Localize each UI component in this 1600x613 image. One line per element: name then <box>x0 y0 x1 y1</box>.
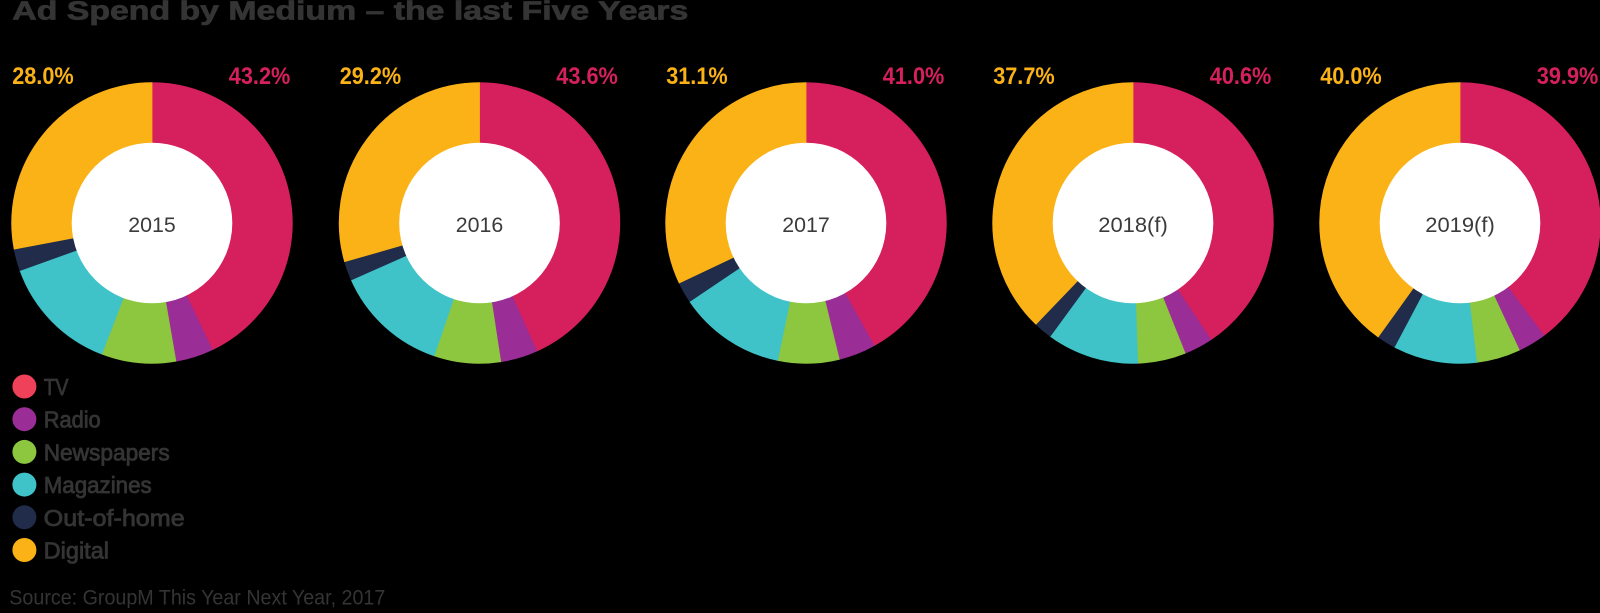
svg-text:37.7%: 37.7% <box>993 64 1054 90</box>
svg-text:39.9%: 39.9% <box>1537 64 1599 90</box>
svg-text:28.0%: 28.0% <box>12 64 73 90</box>
svg-text:41.0%: 41.0% <box>883 64 945 90</box>
svg-text:43.6%: 43.6% <box>556 64 618 90</box>
svg-text:Newspapers: Newspapers <box>44 439 170 465</box>
svg-text:40.0%: 40.0% <box>1320 64 1382 90</box>
svg-text:Source: GroupM This Year Next: Source: GroupM This Year Next Year, 2017 <box>9 587 385 609</box>
svg-text:31.1%: 31.1% <box>666 64 728 90</box>
svg-text:43.2%: 43.2% <box>229 64 291 90</box>
svg-text:2018(f): 2018(f) <box>1098 213 1168 237</box>
svg-text:Radio: Radio <box>44 407 101 433</box>
svg-text:Ad Spend by Medium – the last: Ad Spend by Medium – the last Five Years <box>12 0 688 26</box>
svg-text:Digital: Digital <box>44 538 109 564</box>
svg-text:Out-of-home: Out-of-home <box>44 505 185 531</box>
svg-text:Magazines: Magazines <box>44 472 152 498</box>
svg-text:2017: 2017 <box>782 213 830 237</box>
svg-text:TV: TV <box>44 374 69 400</box>
svg-text:2016: 2016 <box>456 213 504 237</box>
svg-text:40.6%: 40.6% <box>1210 64 1272 90</box>
svg-text:29.2%: 29.2% <box>340 64 402 90</box>
svg-text:2015: 2015 <box>128 213 176 237</box>
svg-text:2019(f): 2019(f) <box>1425 213 1495 237</box>
